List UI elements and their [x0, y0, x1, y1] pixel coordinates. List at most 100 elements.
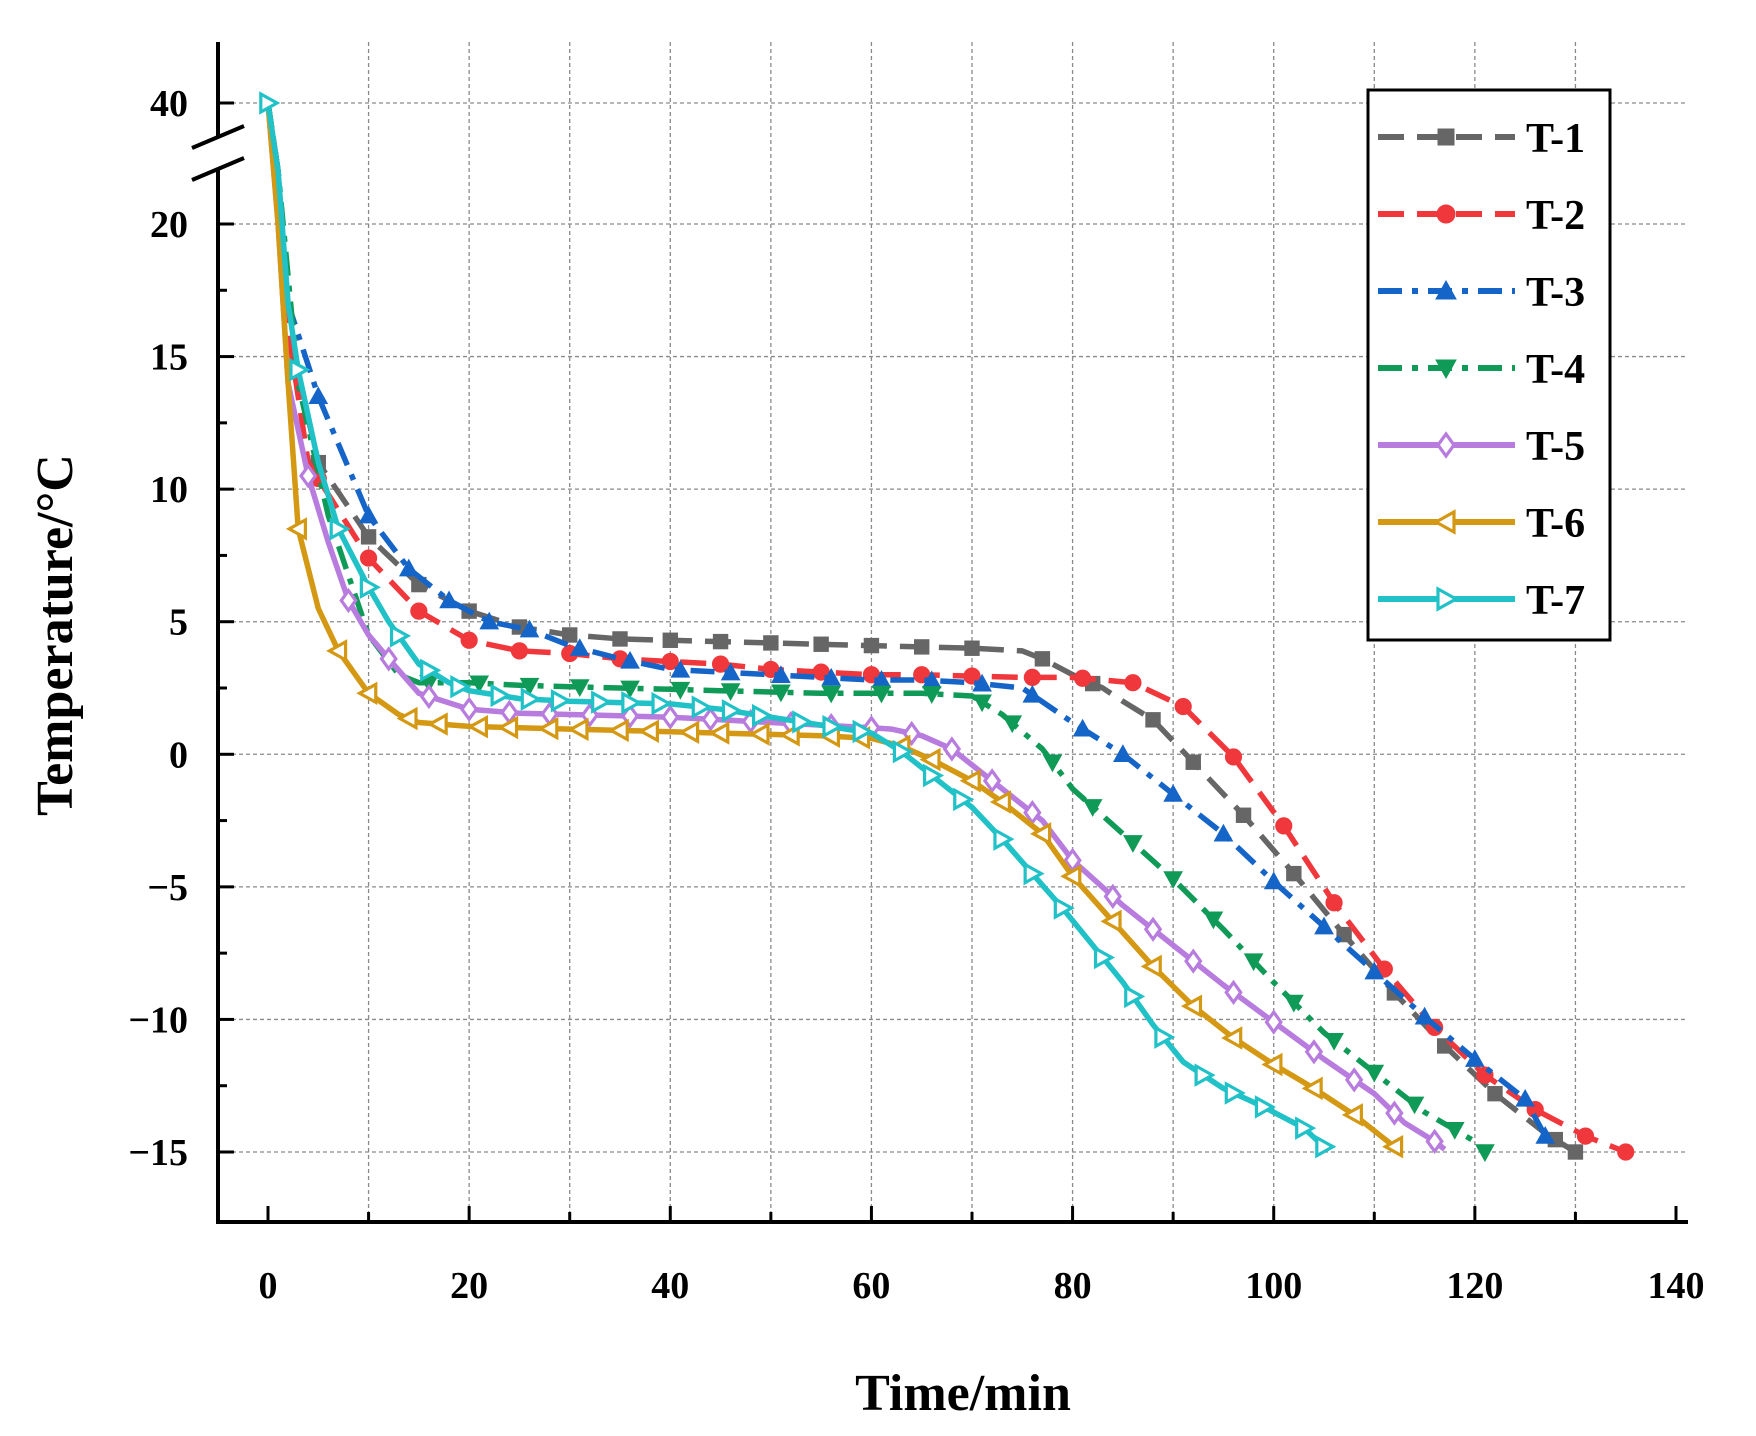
x-tick-label: 0 [259, 1265, 278, 1307]
data-point [358, 505, 379, 524]
legend-item-t-6: T-6 [1378, 501, 1585, 547]
data-point [490, 683, 512, 708]
series-t-7 [259, 91, 1337, 1159]
data-point [792, 710, 814, 734]
data-point [1140, 954, 1162, 979]
y-tick-label: 5 [169, 602, 188, 644]
y-tick-label: 20 [150, 204, 188, 246]
legend-label: T-4 [1526, 347, 1585, 393]
data-point [1567, 1144, 1584, 1160]
data-point [1382, 1134, 1404, 1159]
data-point [607, 718, 629, 743]
data-point [1515, 1088, 1535, 1107]
data-point [972, 694, 992, 713]
data-point [748, 722, 770, 746]
data-point [379, 646, 398, 672]
series-t-3 [265, 102, 1556, 1144]
data-point [326, 639, 348, 663]
data-point [1315, 1134, 1337, 1159]
data-point [1002, 715, 1023, 734]
y-tick-label: 0 [169, 734, 188, 776]
data-point [1034, 651, 1051, 667]
data-point [459, 696, 479, 722]
data-point [1163, 871, 1183, 889]
data-point [460, 631, 478, 649]
data-point [466, 714, 488, 739]
data-point [1314, 916, 1334, 935]
data-point [972, 673, 992, 692]
data-point [569, 638, 590, 656]
axis-break-mark [191, 156, 245, 182]
data-point [892, 739, 914, 764]
data-point [1576, 1127, 1595, 1145]
legend-marker [1437, 128, 1455, 146]
data-point [1163, 784, 1183, 802]
legend-item-t-5: T-5 [1378, 424, 1585, 470]
data-point [389, 624, 412, 648]
legend-item-t-7: T-7 [1378, 578, 1585, 624]
data-point [1344, 1067, 1364, 1093]
y-tick-label: −5 [147, 867, 188, 909]
data-point [289, 358, 311, 382]
data-point [821, 667, 842, 686]
data-point [1145, 712, 1161, 728]
legend-marker [1436, 431, 1456, 459]
data-point [1261, 1052, 1283, 1077]
data-point [1487, 1085, 1503, 1102]
data-point [620, 680, 640, 699]
data-point [922, 763, 945, 788]
data-point [419, 683, 439, 710]
data-point [1475, 1144, 1495, 1163]
data-point [813, 636, 829, 652]
data-point [982, 768, 1002, 794]
data-point [1617, 1143, 1635, 1161]
data-point [1100, 909, 1122, 934]
data-point [1235, 807, 1252, 823]
x-tick-label: 100 [1245, 1265, 1302, 1307]
y-axis-title: Temperature/°C [27, 454, 84, 816]
data-point [1224, 979, 1243, 1006]
data-point [1264, 1009, 1283, 1035]
data-point [902, 720, 921, 747]
data-point [1042, 754, 1063, 773]
data-point [1180, 994, 1203, 1018]
series-group [259, 91, 1635, 1163]
data-point [410, 602, 428, 620]
data-point [1404, 1096, 1425, 1115]
data-point [1275, 817, 1293, 835]
x-tick-label: 60 [852, 1265, 890, 1307]
legend-label: T-6 [1526, 501, 1585, 547]
data-point [1213, 823, 1234, 842]
data-point [1364, 961, 1385, 980]
data-point [921, 686, 942, 704]
data-point [852, 719, 874, 744]
data-point [479, 611, 500, 630]
y-tick-label: −15 [128, 1132, 188, 1174]
data-point [708, 721, 730, 745]
data-point [1023, 668, 1041, 686]
data-point [1224, 1081, 1246, 1105]
axis-break-mark [191, 124, 245, 150]
legend-label: T-5 [1526, 424, 1585, 470]
data-point [510, 642, 529, 660]
data-point [612, 631, 628, 647]
data-point [1030, 822, 1052, 846]
legend: T-1 T-2 T-3 T-4 T-5 T-6 T-7 [1366, 88, 1612, 642]
data-point [721, 699, 743, 723]
data-point [963, 667, 981, 685]
data-point [1072, 718, 1093, 737]
series-line-t-6 [265, 102, 1397, 1149]
data-point [1184, 948, 1203, 974]
y-tick-label: −10 [128, 999, 188, 1041]
legend-item-t-3: T-3 [1378, 270, 1585, 316]
data-point [1286, 865, 1302, 882]
y-tick-label: 15 [150, 337, 188, 379]
data-point [822, 714, 844, 739]
data-point [1221, 1026, 1243, 1050]
data-point [1364, 1064, 1385, 1083]
data-point [863, 637, 880, 654]
data-point [259, 91, 281, 115]
legend-marker [1432, 509, 1456, 535]
data-point [450, 674, 472, 699]
data-point [1304, 1039, 1324, 1065]
